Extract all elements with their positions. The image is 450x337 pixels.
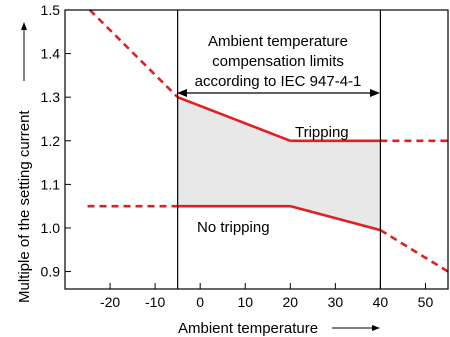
- plot-frame: [64, 9, 449, 290]
- series-tripping: [88, 9, 448, 143]
- annotation-arrow-head-right: [370, 89, 380, 97]
- x-tick-label: 30: [328, 294, 344, 310]
- y-axis-label: Multiple of the setting current: [16, 110, 33, 303]
- annotation-line-1: Ambient temperature: [208, 33, 348, 50]
- y-tick-label: 1.2: [41, 133, 61, 149]
- x-tick-label: -20: [100, 294, 120, 310]
- x-tick-label: 0: [196, 294, 204, 310]
- series-no-tripping: [87, 204, 449, 273]
- y-tick-label: 0.9: [41, 264, 61, 280]
- series-label-tripping: Tripping: [295, 124, 349, 141]
- y-tick-label: 1.5: [41, 2, 61, 18]
- series-segment: [177, 95, 291, 142]
- compensation-band: [177, 97, 381, 231]
- x-tick-label: 50: [418, 294, 434, 310]
- x-tick-label: 20: [283, 294, 299, 310]
- x-axis-title-arrowhead: [372, 325, 380, 331]
- annotation-arrow-head-left: [177, 89, 187, 97]
- series-layer: [87, 9, 449, 273]
- x-tick-label: -10: [145, 294, 165, 310]
- series-label-no-tripping: No tripping: [197, 219, 270, 236]
- y-tick-label: 1.3: [41, 89, 61, 105]
- compensation-annotation: Ambient temperature compensation limits …: [177, 33, 380, 97]
- y-tick-label: 1.4: [41, 46, 61, 62]
- x-tick-label: 40: [373, 294, 389, 310]
- series-segment: [289, 204, 381, 232]
- x-tick-label: 10: [237, 294, 253, 310]
- y-tick-label: 1.0: [41, 220, 61, 236]
- x-axis-label: Ambient temperature: [178, 320, 318, 337]
- series-segment: [88, 9, 179, 99]
- y-tick-label: 1.1: [41, 176, 61, 192]
- y-axis-title-arrowhead: [21, 22, 27, 30]
- y-axis-title: Multiple of the setting current: [16, 22, 33, 303]
- tick-layer: -20 -10 0 10 20 30 40 50 0.9 1.0 1.1 1.2 1.3 1.4 1.5: [41, 2, 434, 310]
- annotation-line-3: according to IEC 947-4-1: [195, 73, 362, 90]
- annotation-line-2: compensation limits: [212, 53, 344, 70]
- series-segment: [379, 229, 449, 273]
- x-axis-title: Ambient temperature: [178, 320, 380, 337]
